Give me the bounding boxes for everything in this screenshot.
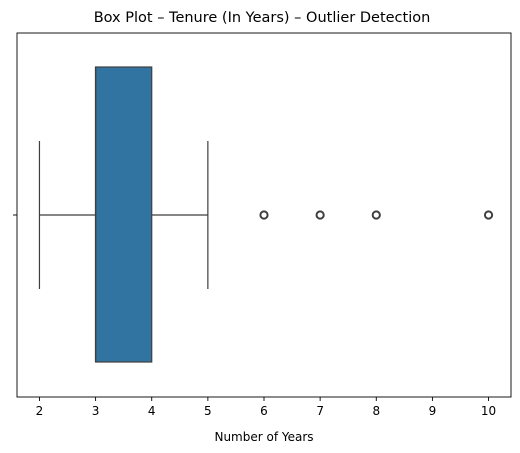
- x-tick-label: 8: [372, 404, 380, 418]
- outlier-point: [259, 210, 269, 220]
- chart-title: Box Plot – Tenure (In Years) – Outlier D…: [94, 10, 431, 26]
- x-tick-label: 6: [260, 404, 268, 418]
- outlier-point: [315, 210, 325, 220]
- box-group: [38, 66, 209, 363]
- outlier-point: [483, 210, 494, 220]
- x-axis-ticks: 2 3 4 5 6 7 8 9 10: [36, 397, 496, 418]
- x-tick-label: 10: [481, 404, 496, 418]
- x-axis-label: Number of Years: [214, 430, 313, 444]
- x-tick-label: 4: [148, 404, 156, 418]
- box-iqr: [94, 66, 153, 363]
- x-tick-label: 3: [92, 404, 100, 418]
- x-tick-label: 2: [36, 404, 44, 418]
- outlier-group: [259, 210, 494, 220]
- x-tick-label: 9: [429, 404, 437, 418]
- x-tick-label: 5: [204, 404, 212, 418]
- outlier-point: [371, 210, 381, 220]
- x-tick-label: 7: [316, 404, 324, 418]
